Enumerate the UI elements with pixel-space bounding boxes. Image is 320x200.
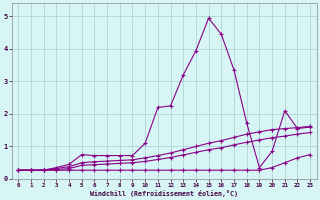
X-axis label: Windchill (Refroidissement éolien,°C): Windchill (Refroidissement éolien,°C) — [90, 190, 238, 197]
